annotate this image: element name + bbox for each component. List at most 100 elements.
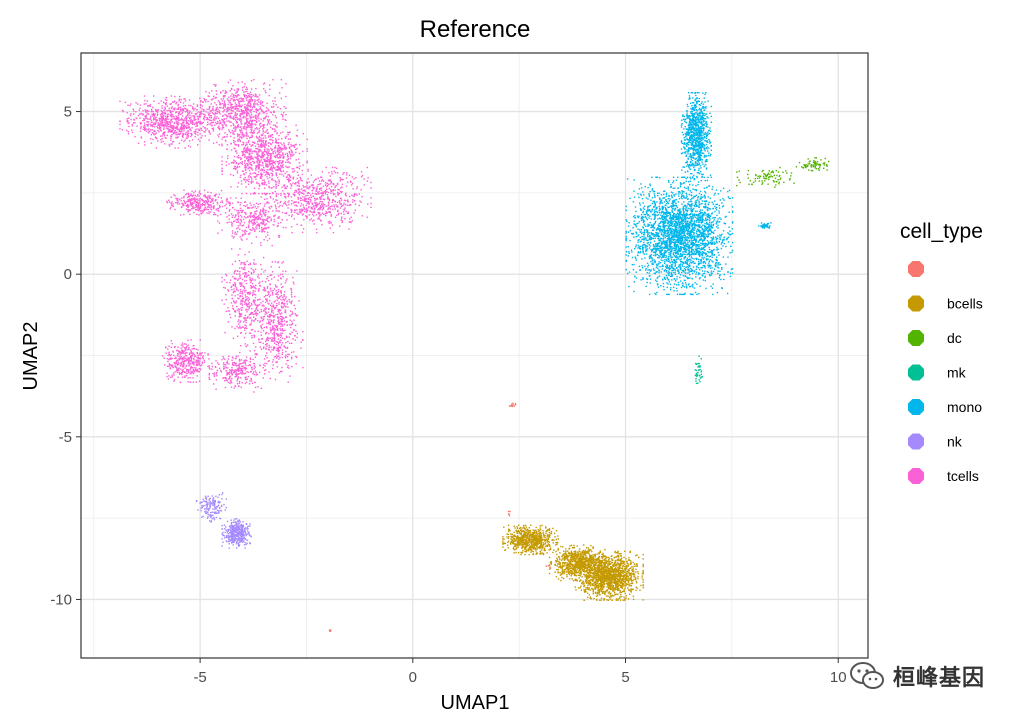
data-point (243, 110, 245, 113)
data-point (239, 156, 241, 159)
data-point (248, 274, 250, 276)
data-point (195, 198, 198, 200)
data-point (221, 280, 223, 283)
data-point (246, 179, 248, 181)
data-point (321, 193, 323, 195)
data-point (296, 205, 298, 207)
data-point (176, 371, 179, 374)
data-point (275, 290, 277, 292)
data-point (292, 171, 294, 173)
data-point (183, 204, 185, 206)
data-point (213, 118, 215, 121)
data-point (178, 358, 180, 360)
data-point (245, 233, 247, 235)
data-point (340, 219, 342, 221)
data-point (253, 150, 255, 152)
data-point (184, 360, 186, 362)
data-point (256, 155, 259, 157)
data-point (280, 170, 283, 173)
data-point (193, 131, 195, 133)
data-point (129, 114, 132, 117)
data-point (276, 292, 278, 294)
data-point (196, 368, 198, 371)
data-point (156, 113, 159, 115)
data-point (151, 132, 154, 134)
data-point (257, 290, 260, 292)
data-point (190, 122, 192, 124)
data-point (287, 207, 289, 209)
data-point (341, 205, 343, 207)
data-point (271, 161, 273, 164)
data-point (250, 80, 253, 82)
data-point (267, 339, 269, 342)
data-point (287, 381, 289, 383)
data-point (317, 209, 319, 211)
data-point (164, 135, 166, 137)
data-point (266, 198, 268, 200)
data-point (268, 293, 270, 296)
data-point (296, 336, 298, 339)
data-point (236, 113, 238, 115)
data-point (243, 266, 246, 268)
data-point (268, 217, 270, 219)
data-point (244, 272, 246, 274)
data-point (261, 142, 263, 144)
data-point (186, 205, 188, 207)
data-point (164, 106, 166, 108)
data-point (269, 138, 271, 141)
data-point (201, 105, 204, 107)
data-point (157, 122, 159, 124)
data-point (273, 330, 276, 332)
data-point (238, 327, 240, 329)
data-point (180, 206, 183, 209)
data-point (279, 149, 281, 151)
data-point (180, 371, 183, 374)
data-point (250, 131, 252, 133)
data-point (162, 133, 164, 136)
data-point (265, 338, 268, 340)
data-point (236, 152, 238, 154)
data-point (156, 137, 158, 140)
data-point (327, 179, 330, 181)
data-point (271, 173, 273, 175)
data-point (277, 344, 279, 346)
data-point (234, 165, 236, 167)
data-point (184, 349, 186, 352)
data-point (250, 215, 252, 217)
data-point (202, 355, 204, 357)
data-point (185, 204, 187, 207)
data-point (243, 289, 245, 291)
data-point (188, 199, 190, 201)
data-point (319, 198, 321, 200)
data-point (246, 327, 248, 330)
data-point (255, 103, 257, 105)
data-point (204, 99, 206, 101)
data-point (166, 134, 168, 137)
data-point (208, 200, 210, 202)
data-point (146, 121, 148, 123)
data-point (177, 376, 179, 378)
data-point (306, 182, 308, 185)
data-point (258, 171, 260, 173)
data-point (296, 223, 298, 226)
data-point (171, 205, 173, 207)
data-point (273, 220, 276, 223)
data-point (202, 121, 205, 124)
data-point (232, 94, 235, 97)
data-point (295, 148, 297, 151)
data-point (308, 214, 310, 216)
data-point (255, 318, 257, 320)
data-point (184, 111, 186, 113)
data-point (313, 215, 315, 217)
data-point (189, 369, 191, 371)
data-point (303, 200, 306, 202)
data-point (274, 340, 276, 342)
data-point (253, 215, 256, 217)
data-point (214, 109, 217, 112)
data-point (361, 195, 363, 198)
data-point (165, 102, 167, 104)
data-point (163, 109, 165, 112)
data-point (193, 344, 195, 347)
data-point (244, 303, 246, 305)
data-point (154, 130, 156, 133)
